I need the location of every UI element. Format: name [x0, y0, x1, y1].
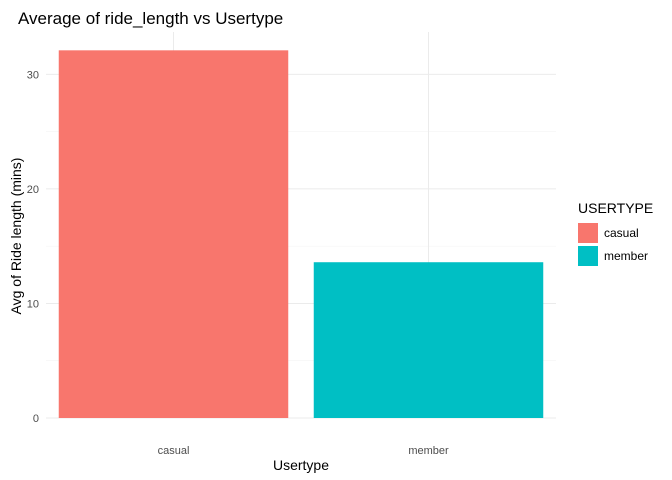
legend-key-casual: [578, 223, 598, 243]
chart-title: Average of ride_length vs Usertype: [18, 9, 283, 28]
y-axis-title: Avg of Ride length (mins): [8, 158, 24, 315]
y-tick-label: 20: [27, 184, 39, 196]
legend-title: USERTYPE: [578, 200, 653, 216]
bar-casual: [58, 50, 289, 418]
bars: [58, 50, 544, 418]
legend-label-casual: casual: [604, 226, 639, 240]
bar-member: [313, 262, 544, 418]
y-tick-label: 10: [27, 298, 39, 310]
legend: USERTYPE casual member: [578, 200, 653, 266]
x-tick-label: casual: [158, 445, 190, 457]
x-tick-label: member: [408, 445, 449, 457]
y-axis-ticks: 0 10 20 30: [27, 69, 39, 425]
x-axis-title: Usertype: [273, 457, 329, 473]
y-tick-label: 0: [33, 413, 39, 425]
x-axis-ticks: casual member: [158, 445, 449, 457]
legend-label-member: member: [604, 249, 648, 263]
legend-key-member: [578, 246, 598, 266]
y-tick-label: 30: [27, 69, 39, 81]
